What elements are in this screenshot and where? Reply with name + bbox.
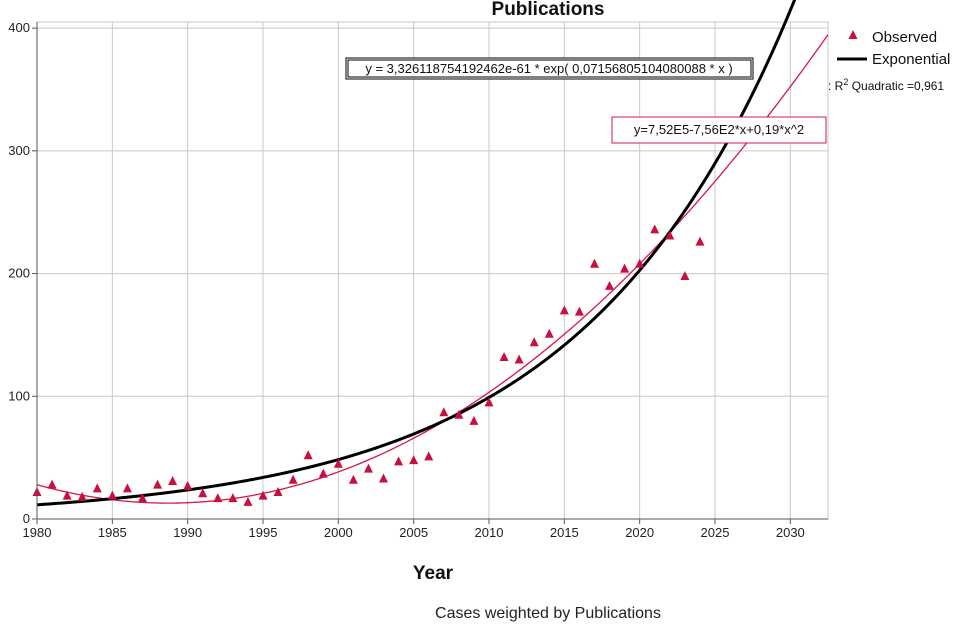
- observed-point: [107, 490, 117, 500]
- chart-title: Publications: [492, 0, 605, 20]
- observed-point: [363, 463, 373, 473]
- observed-point: [303, 450, 313, 460]
- observed-point: [695, 236, 705, 246]
- observed-point: [680, 271, 690, 281]
- observed-point: [544, 328, 554, 338]
- observed-point: [605, 280, 615, 290]
- y-tick-label: 0: [23, 511, 30, 526]
- observed-point: [198, 488, 208, 498]
- observed-point: [574, 306, 584, 316]
- axes: [36, 22, 828, 520]
- observed-point: [318, 468, 328, 478]
- observed-point: [333, 458, 343, 468]
- observed-point: [469, 415, 479, 425]
- legend: Observed Exponential : R2 Quadratic =0,9…: [828, 29, 950, 93]
- quadratic-equation-text: y=7,52E5-7,56E2*x+0,19*x^2: [634, 122, 804, 137]
- observed-point: [559, 305, 569, 315]
- observed-point: [77, 491, 87, 501]
- observed-point: [168, 475, 178, 485]
- x-tick-label: 2000: [324, 525, 353, 540]
- legend-r2-label: : R2 Quadratic =0,961: [828, 77, 944, 93]
- observed-point: [499, 352, 509, 362]
- x-tick-label: 2030: [776, 525, 805, 540]
- observed-point: [47, 479, 57, 489]
- legend-observed-marker: [848, 30, 858, 39]
- x-tick-label: 2010: [475, 525, 504, 540]
- observed-point: [273, 487, 283, 497]
- observed-point: [394, 456, 404, 466]
- plot-frame: [36, 21, 829, 520]
- observed-point: [620, 263, 630, 273]
- legend-exponential-label: Exponential: [872, 51, 950, 68]
- observed-point: [665, 230, 675, 240]
- exponential-equation-text: y = 3,326118754192462e-61 * exp( 0,07156…: [365, 61, 732, 76]
- observed-point: [288, 474, 298, 484]
- observed-point: [62, 490, 72, 500]
- observed-point: [137, 493, 147, 503]
- observed-point: [183, 480, 193, 490]
- observed-point: [258, 490, 268, 500]
- observed-point: [122, 483, 132, 493]
- observed-point: [92, 483, 102, 493]
- y-tick-label: 100: [8, 388, 30, 403]
- observed-point: [424, 451, 434, 461]
- y-tick-label: 200: [8, 266, 30, 281]
- exponential-equation-label: y = 3,326118754192462e-61 * exp( 0,07156…: [345, 57, 754, 80]
- x-tick-label: 2005: [399, 525, 428, 540]
- observed-point: [348, 474, 358, 484]
- y-tick-label: 300: [8, 143, 30, 158]
- x-tick-label: 2025: [701, 525, 730, 540]
- weight-footnote: Cases weighted by Publications: [435, 605, 661, 622]
- observed-point: [484, 397, 494, 407]
- x-tick-label: 1985: [98, 525, 127, 540]
- legend-observed-label: Observed: [872, 29, 937, 46]
- observed-point: [589, 258, 599, 268]
- x-tick-label: 1995: [249, 525, 278, 540]
- x-axis-title: Year: [413, 563, 454, 584]
- observed-point: [529, 337, 539, 347]
- x-tick-label: 1980: [23, 525, 52, 540]
- observed-point: [409, 455, 419, 465]
- observed-point: [635, 258, 645, 268]
- observed-point: [650, 224, 660, 234]
- observed-point: [213, 493, 223, 503]
- grid: [37, 22, 828, 519]
- observed-point: [439, 407, 449, 417]
- x-tick-label: 2020: [625, 525, 654, 540]
- y-tick-label: 400: [8, 20, 30, 35]
- observed-point: [454, 409, 464, 419]
- observed-point: [514, 354, 524, 364]
- x-tick-label: 1990: [173, 525, 202, 540]
- x-tick-label: 2015: [550, 525, 579, 540]
- quadratic-equation-label: y=7,52E5-7,56E2*x+0,19*x^2: [611, 116, 827, 144]
- y-axis-ticks: 0 100 200 300 400: [8, 20, 37, 526]
- x-axis-ticks: 1980 1985 1990 1995 2000 2005 2010 2015 2020 2025…: [23, 519, 805, 540]
- observed-point: [379, 473, 389, 483]
- observed-points: [32, 224, 705, 506]
- observed-point: [243, 496, 253, 506]
- observed-point: [228, 493, 238, 503]
- observed-point: [153, 479, 163, 489]
- quadratic-fit-line: [36, 34, 829, 504]
